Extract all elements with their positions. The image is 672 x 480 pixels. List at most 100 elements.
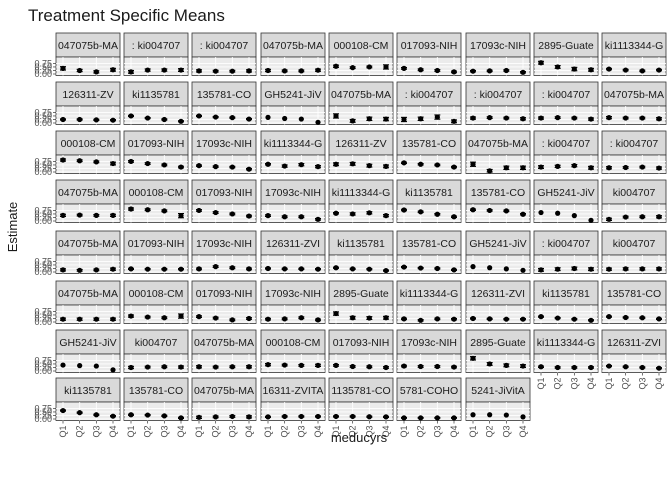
data-point — [145, 266, 151, 272]
data-point — [213, 264, 219, 270]
data-point — [229, 164, 235, 170]
facet-strip-label: : ki004707 — [405, 89, 454, 101]
data-point — [656, 316, 662, 322]
facet-panel: 000108-CM — [328, 32, 394, 76]
data-point — [401, 207, 407, 213]
data-point — [315, 67, 321, 73]
data-point — [128, 266, 134, 272]
facet-plot-area — [533, 56, 599, 76]
y-tick-label: 0.25 — [34, 212, 52, 222]
x-tick-label: Q2 — [485, 426, 495, 438]
data-point — [128, 412, 134, 418]
data-point — [110, 117, 116, 123]
data-point — [110, 266, 116, 272]
data-point — [418, 116, 424, 122]
data-point — [487, 361, 493, 367]
facet-plot-area — [601, 105, 667, 125]
data-point — [229, 265, 235, 271]
facet-plot-area — [396, 203, 462, 223]
facet-panel: 047075b-MA — [191, 329, 257, 373]
data-point — [366, 116, 372, 122]
x-tick-label: Q2 — [143, 426, 153, 438]
x-tick-label: Q2 — [280, 426, 290, 438]
data-point — [282, 214, 288, 220]
data-point — [503, 266, 509, 272]
y-tick-label: 0.00 — [34, 414, 52, 424]
facet-strip — [55, 280, 121, 306]
data-point — [623, 266, 629, 272]
facet-strip — [55, 179, 121, 205]
facet-strip-label: 000108-CM — [129, 288, 184, 300]
data-point — [161, 116, 167, 123]
facet-panel: 047075b-MA 0.000.250.500.75 — [34, 179, 121, 226]
data-point — [555, 266, 561, 272]
facet-panel: 126311-ZV 0.000.250.500.75 — [34, 81, 121, 128]
data-point — [571, 213, 577, 219]
data-point — [229, 68, 235, 74]
facet-strip-label: 047075b-MA — [194, 385, 254, 397]
facet-plot-area — [55, 105, 121, 125]
facet-strip-label: 017093-NIH — [401, 40, 458, 52]
x-tick-label: Q1 — [331, 426, 341, 438]
facet-strip-label: 17093c-NIH — [470, 40, 526, 52]
facet-strip-label: 047075b-MA — [58, 187, 118, 199]
facet-strip — [55, 230, 121, 256]
facet-strip — [191, 329, 257, 355]
data-point — [178, 415, 184, 421]
facet-panel: : ki004707 — [601, 130, 667, 174]
data-point — [178, 266, 184, 272]
data-point — [128, 69, 134, 75]
x-tick-label: Q1 — [194, 426, 204, 438]
facet-strip — [55, 377, 121, 403]
facet-strip-label: 047075b-MA — [58, 40, 118, 52]
x-tick-label: Q2 — [621, 378, 631, 390]
data-point — [366, 64, 372, 70]
data-point — [434, 265, 440, 272]
data-point — [298, 162, 304, 168]
data-point — [401, 65, 407, 71]
data-point — [282, 413, 288, 420]
data-point — [110, 413, 116, 419]
data-point — [520, 414, 526, 420]
data-point — [265, 414, 271, 420]
facet-panel: 000108-CM — [123, 179, 189, 223]
data-point — [571, 265, 577, 272]
data-point — [282, 316, 288, 322]
data-point — [333, 310, 339, 317]
data-point — [656, 165, 662, 171]
facet-strip — [191, 377, 257, 403]
data-point — [520, 69, 526, 75]
facet-panel: 135781-CO — [396, 230, 462, 274]
data-point — [315, 317, 321, 323]
data-point — [315, 164, 321, 170]
data-point — [520, 116, 526, 122]
facet-panel: 000108-CM — [260, 329, 326, 373]
facet-strip — [328, 81, 394, 107]
facet-strip-label: ki004707 — [613, 187, 656, 199]
y-tick-label: 0.50 — [34, 111, 52, 121]
data-point — [451, 164, 457, 170]
facet-panel: 5781-COHO Q1 Q2 Q3 Q4 — [396, 377, 462, 438]
x-tick-label: Q2 — [553, 378, 563, 390]
facet-strip — [601, 130, 667, 156]
data-point — [451, 267, 457, 273]
facet-strip-label: 1135781-CO — [331, 385, 390, 397]
facet-plot-area — [260, 154, 326, 174]
data-point — [282, 163, 288, 169]
data-point — [538, 314, 544, 320]
y-tick-label: 0.00 — [34, 317, 52, 327]
facet-strip-label: 126311-ZVI — [607, 337, 661, 349]
data-point — [213, 114, 219, 120]
x-tick-label: Q1 — [536, 378, 546, 390]
facet-strip — [191, 280, 257, 306]
facet-panel: GH5241-JiV — [533, 179, 599, 223]
facet-strip — [396, 329, 462, 355]
facet-panel: ki004707 — [123, 329, 189, 373]
facet-strip-label: ki1113344-G — [605, 40, 664, 52]
facet-strip — [123, 179, 189, 205]
facet-panel: : ki004707 — [396, 81, 462, 125]
facet-panel: 047075b-MA 0.000.250.500.75 — [34, 230, 121, 277]
facet-panel: ki1113344-G — [601, 32, 667, 76]
x-tick-label: Q3 — [364, 426, 374, 438]
data-point — [606, 266, 612, 272]
